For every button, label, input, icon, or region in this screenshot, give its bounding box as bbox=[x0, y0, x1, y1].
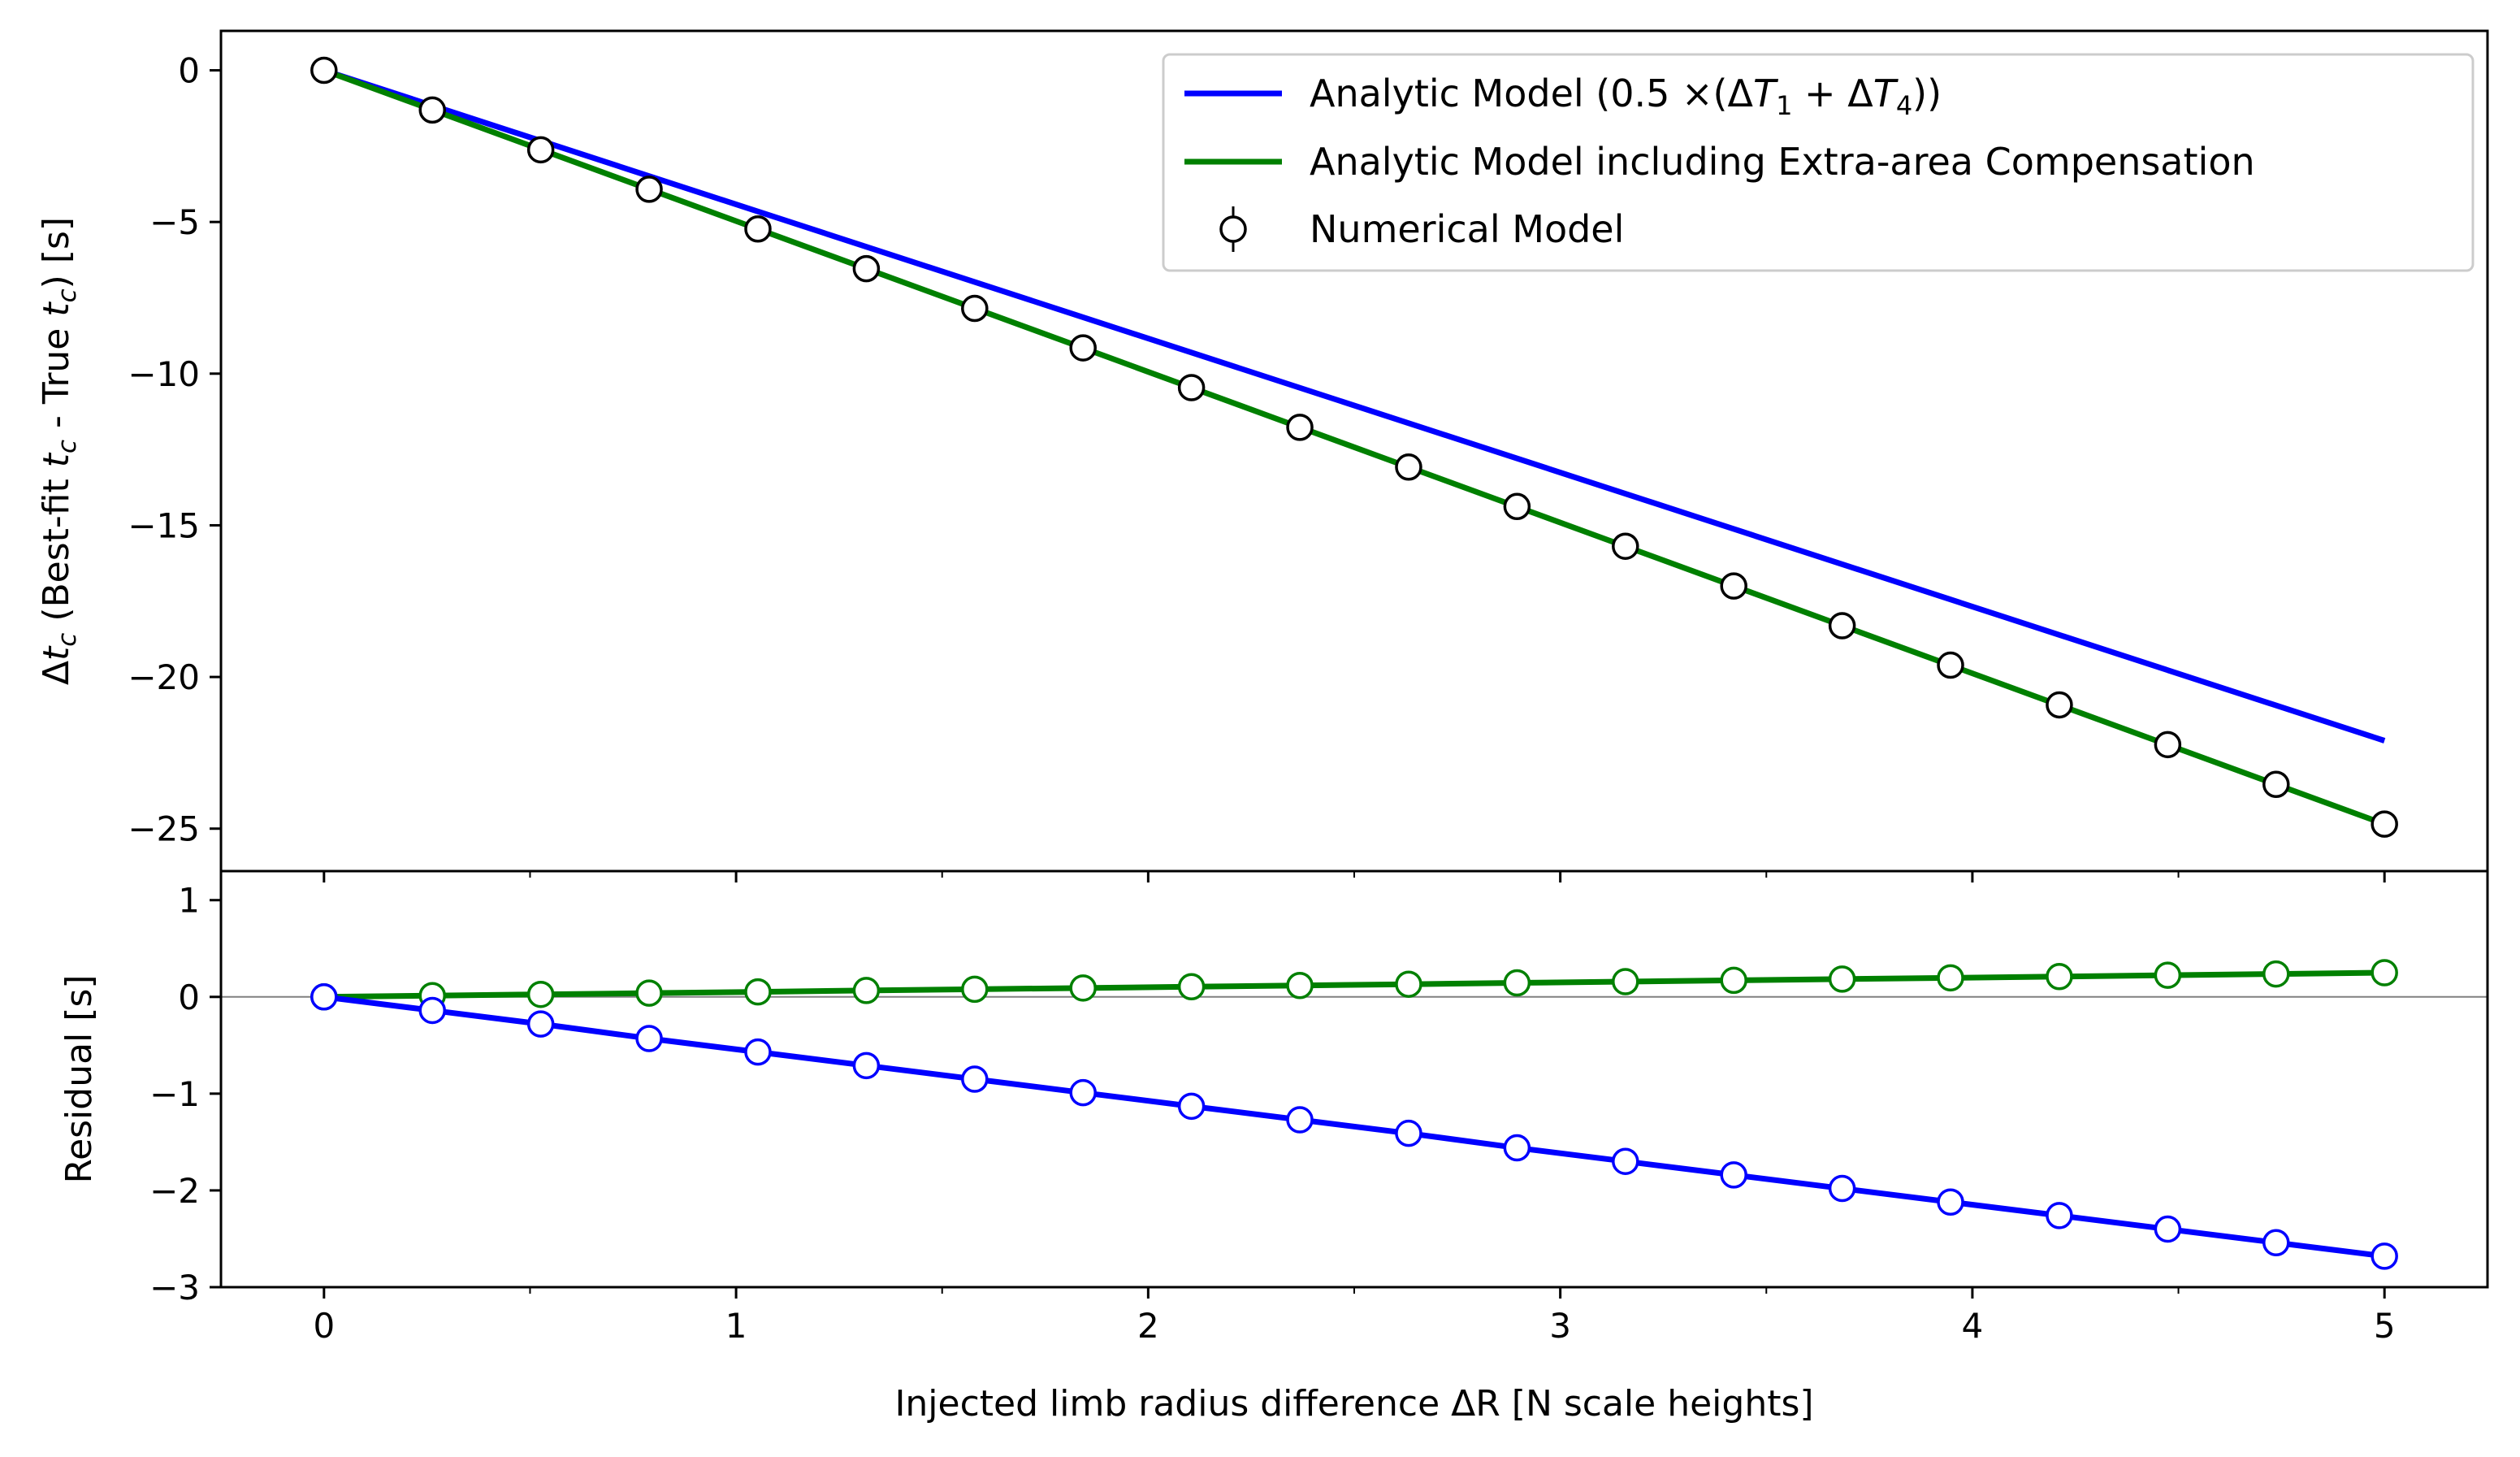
top-y-tick-label: −5 bbox=[149, 202, 200, 242]
bottom-y-axis-label: Residual [s] bbox=[58, 974, 100, 1183]
extra-area-residual-point bbox=[852, 977, 881, 1004]
analytic-residual-point bbox=[1286, 1106, 1314, 1134]
bottom-y-tick-label: −2 bbox=[149, 1171, 200, 1211]
x-tick-label: 1 bbox=[725, 1306, 747, 1346]
analytic-residual-point bbox=[526, 1010, 555, 1038]
bottom-series-layer bbox=[310, 959, 2398, 1270]
analytic-residual-point bbox=[1503, 1134, 1531, 1162]
top-y-tick-label: −20 bbox=[128, 657, 200, 697]
legend: Analytic Model (0.5 ×(ΔT1 + ΔT4)) Analyt… bbox=[1162, 53, 2475, 272]
numerical-model-point bbox=[1069, 334, 1097, 362]
bottom-y-tick-label: 0 bbox=[178, 978, 200, 1017]
numerical-model-point bbox=[1720, 572, 1747, 600]
legend-numerical-marker bbox=[1219, 215, 1247, 243]
analytic-residual-line bbox=[323, 994, 2385, 1260]
extra-area-residual-point bbox=[635, 979, 663, 1007]
legend-numerical-label: Numerical Model bbox=[1310, 207, 1624, 251]
x-axis-label: Injected limb radius difference ΔR [N sc… bbox=[894, 1383, 1813, 1424]
analytic-model-line bbox=[323, 67, 2386, 744]
numerical-model-point bbox=[852, 254, 881, 283]
numerical-model-point bbox=[1828, 612, 1856, 640]
analytic-residual-point bbox=[1720, 1161, 1747, 1189]
extra-area-residual-point bbox=[2371, 959, 2398, 987]
analytic-residual-point bbox=[635, 1025, 663, 1052]
analytic-residual-point bbox=[1395, 1119, 1422, 1147]
numerical-model-point bbox=[310, 56, 338, 85]
extra-area-residual-point bbox=[1286, 971, 1314, 1000]
extra-area-residual-point bbox=[744, 978, 772, 1006]
legend-frame bbox=[1162, 53, 2475, 272]
analytic-residual-point bbox=[744, 1038, 772, 1066]
extra-area-residual-point bbox=[2046, 963, 2073, 991]
extra-area-model-line bbox=[323, 67, 2386, 827]
analytic-residual-point bbox=[2262, 1229, 2290, 1256]
analytic-residual-point bbox=[1828, 1174, 1856, 1203]
bottom-y-tick-label: −1 bbox=[149, 1074, 200, 1114]
x-tick-label: 5 bbox=[2374, 1306, 2396, 1346]
top-y-tick-label: −25 bbox=[128, 809, 200, 849]
numerical-model-point bbox=[744, 215, 772, 243]
numerical-model-point bbox=[1503, 492, 1531, 521]
extra-area-residual-point bbox=[526, 980, 555, 1008]
numerical-model-point bbox=[1612, 532, 1639, 560]
analytic-residual-point bbox=[961, 1065, 989, 1093]
x-tick-label: 2 bbox=[1137, 1306, 1159, 1346]
analytic-residual-point bbox=[1069, 1078, 1097, 1107]
top-y-axis-label: Δtc (Best-fit tc - True tc) [s] bbox=[36, 217, 82, 685]
bottom-x-ticks: 0 1 2 3 4 5 bbox=[313, 1287, 2396, 1346]
top-y-ticks: 0 −5 −10 −15 −20 −25 bbox=[128, 51, 221, 849]
numerical-model-point bbox=[418, 96, 446, 124]
top-y-tick-label: 0 bbox=[178, 51, 200, 91]
analytic-residual-point bbox=[1612, 1147, 1639, 1175]
bottom-axes-frame bbox=[219, 869, 2489, 1289]
extra-area-residual-point bbox=[1177, 973, 1206, 1001]
top-series-layer bbox=[310, 56, 2398, 838]
numerical-model-point bbox=[2046, 691, 2073, 719]
numerical-model-point bbox=[1177, 374, 1206, 401]
bottom-panel: 1 0 −1 −2 −3 0 1 2 3 4 5 Residual [s] Injected li… bbox=[58, 869, 2489, 1424]
legend-extra-label: Analytic Model including Extra-area Comp… bbox=[1310, 140, 2255, 184]
bottom-y-tick-label: −3 bbox=[149, 1268, 200, 1307]
extra-area-residual-point bbox=[961, 975, 989, 1004]
extra-area-residual-point bbox=[1720, 966, 1747, 995]
top-y-tick-label: −10 bbox=[128, 354, 200, 394]
numerical-model-point bbox=[635, 176, 663, 203]
numerical-model-point bbox=[1286, 414, 1314, 441]
analytic-residual-point bbox=[418, 996, 446, 1025]
extra-area-residual-point bbox=[2262, 960, 2290, 988]
numerical-model-point bbox=[2262, 770, 2290, 798]
x-tick-label: 0 bbox=[313, 1306, 335, 1346]
analytic-residual-point bbox=[2154, 1215, 2182, 1243]
numerical-model-point bbox=[1937, 651, 1964, 679]
analytic-residual-point bbox=[852, 1052, 881, 1080]
numerical-model-point bbox=[526, 136, 555, 164]
analytic-residual-point bbox=[2046, 1202, 2073, 1229]
numerical-model-point bbox=[1395, 453, 1422, 481]
legend-analytic-label: Analytic Model (0.5 ×(ΔT1 + ΔT4)) bbox=[1310, 72, 1942, 121]
extra-area-residual-point bbox=[1612, 968, 1639, 995]
x-tick-label: 4 bbox=[1962, 1306, 1984, 1346]
analytic-residual-point bbox=[1177, 1092, 1206, 1121]
x-tick-label: 3 bbox=[1549, 1306, 1571, 1346]
extra-area-residual-point bbox=[1937, 964, 1964, 992]
extra-area-residual-point bbox=[2154, 961, 2182, 989]
extra-area-residual-point bbox=[1069, 974, 1097, 1002]
numerical-model-point bbox=[2154, 731, 2182, 759]
extra-area-residual-point bbox=[1828, 965, 1856, 993]
top-x-ticks bbox=[323, 871, 2386, 882]
top-panel: 0 −5 −10 −15 −20 −25 Analytic Model (0.5 ×(ΔT… bbox=[36, 29, 2489, 882]
bottom-y-tick-label: 1 bbox=[178, 881, 200, 921]
analytic-residual-point bbox=[310, 983, 338, 1011]
numerical-model-point bbox=[2371, 810, 2398, 838]
extra-area-residual-line bbox=[323, 969, 2385, 1000]
bottom-y-ticks: 1 0 −1 −2 −3 bbox=[149, 881, 221, 1307]
analytic-residual-point bbox=[2371, 1242, 2398, 1270]
top-y-tick-label: −15 bbox=[128, 505, 200, 545]
extra-area-residual-point bbox=[1395, 970, 1422, 998]
numerical-model-point bbox=[961, 294, 989, 323]
analytic-residual-point bbox=[1937, 1188, 1964, 1216]
extra-area-residual-point bbox=[1503, 969, 1531, 997]
